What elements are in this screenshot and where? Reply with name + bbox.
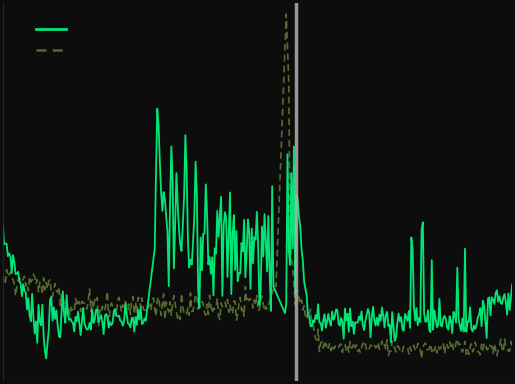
Legend: , : , [30,17,83,63]
